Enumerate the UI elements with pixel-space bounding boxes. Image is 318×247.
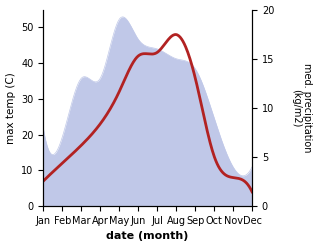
- Y-axis label: med. precipitation
(kg/m2): med. precipitation (kg/m2): [291, 63, 313, 153]
- X-axis label: date (month): date (month): [107, 231, 189, 242]
- Y-axis label: max temp (C): max temp (C): [5, 72, 16, 144]
